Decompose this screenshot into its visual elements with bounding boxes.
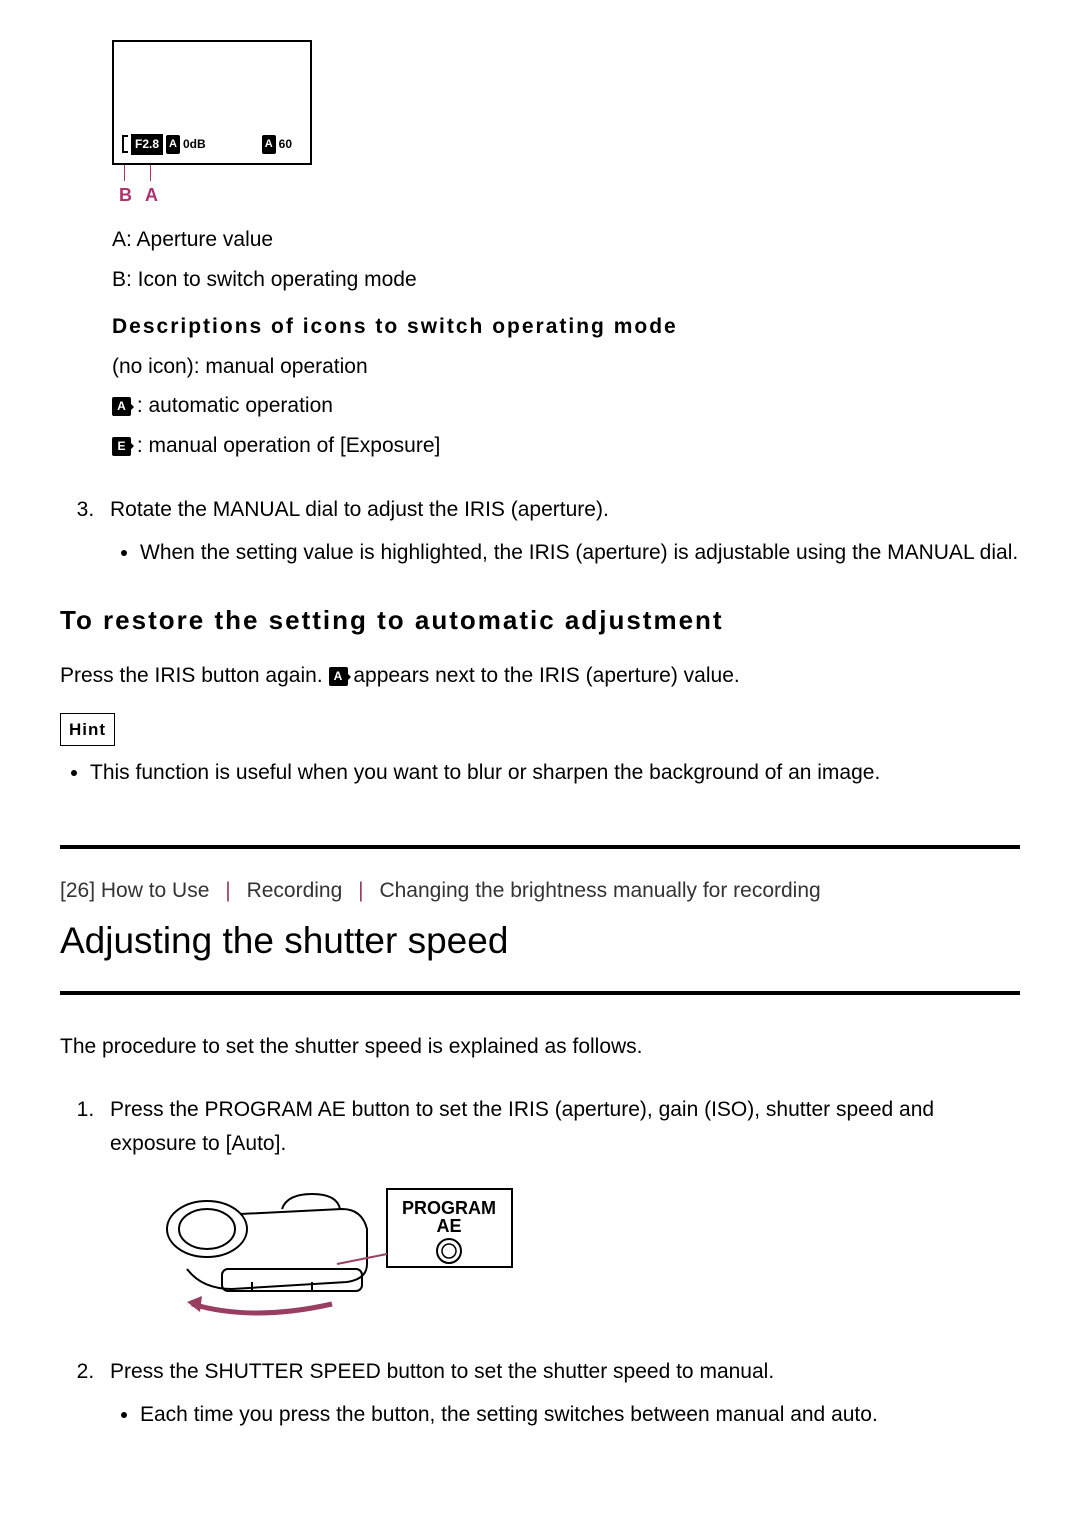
breadcrumb-sub: Changing the brightness manually for rec…	[379, 879, 820, 902]
a-icon: A	[112, 397, 131, 416]
no-icon-desc: (no icon): manual operation	[112, 350, 1020, 384]
title-divider	[60, 991, 1020, 995]
lcd-status-row: F2.8 A 0dB A 60	[122, 134, 302, 155]
e-icon: E	[112, 437, 131, 456]
restore-before: Press the IRIS button again.	[60, 664, 329, 687]
pointer-labels: B A	[112, 165, 312, 205]
exposure-icon-text: : manual operation of [Exposure]	[131, 434, 440, 457]
shutter-step-1: Press the PROGRAM AE button to set the I…	[100, 1093, 1020, 1335]
camera-illustration: PROGRAM AE	[162, 1174, 522, 1324]
lcd-screen: F2.8 A 0dB A 60	[112, 40, 312, 165]
aperture-value: F2.8	[131, 134, 163, 155]
restore-heading: To restore the setting to automatic adju…	[60, 600, 1020, 642]
shutter-step-1-text: Press the PROGRAM AE button to set the I…	[110, 1098, 934, 1155]
program-label-1: PROGRAM	[402, 1198, 496, 1218]
breadcrumb-cat: Recording	[247, 879, 343, 902]
breadcrumb-sep: |	[225, 879, 230, 902]
auto-icon-desc: A : automatic operation	[112, 389, 1020, 423]
pointer-a-label: A	[145, 181, 158, 210]
breadcrumb-num: [26] How to Use	[60, 879, 209, 902]
legend-block: A: Aperture value B: Icon to switch oper…	[112, 223, 1020, 463]
shutter-group: A 60	[259, 135, 292, 155]
program-label-2: AE	[436, 1216, 461, 1236]
hint-label-box: Hint	[60, 713, 115, 746]
auto-badge-icon: A	[166, 135, 180, 155]
shutter-steps: Press the PROGRAM AE button to set the I…	[60, 1093, 1020, 1432]
legend-a: A: Aperture value	[112, 223, 1020, 257]
step-3: Rotate the MANUAL dial to adjust the IRI…	[100, 493, 1020, 570]
pointer-b-label: B	[119, 181, 132, 210]
intro-text: The procedure to set the shutter speed i…	[60, 1030, 1020, 1064]
step-3-sublist: When the setting value is highlighted, t…	[110, 536, 1020, 570]
camera-diagram: PROGRAM AE	[162, 1174, 1020, 1335]
hint-text: This function is useful when you want to…	[90, 756, 1020, 790]
section-divider	[60, 845, 1020, 849]
pointer-line-b	[124, 165, 125, 181]
a-icon: A	[329, 667, 348, 686]
shutter-step-2-sub: Each time you press the button, the sett…	[140, 1398, 1020, 1432]
step-list-continued: Rotate the MANUAL dial to adjust the IRI…	[60, 493, 1020, 570]
legend-b: B: Icon to switch operating mode	[112, 263, 1020, 297]
auto-icon-text: : automatic operation	[131, 394, 333, 417]
shutter-step-2-sublist: Each time you press the button, the sett…	[110, 1398, 1020, 1432]
pointer-line-a	[150, 165, 151, 181]
shutter-value: 60	[279, 135, 292, 154]
lcd-diagram: F2.8 A 0dB A 60 B A	[112, 40, 1020, 205]
breadcrumb: [26] How to Use | Recording | Changing t…	[60, 874, 1020, 908]
restore-text: Press the IRIS button again. A appears n…	[60, 659, 1020, 693]
shutter-step-2: Press the SHUTTER SPEED button to set th…	[100, 1355, 1020, 1432]
shutter-step-2-text: Press the SHUTTER SPEED button to set th…	[110, 1360, 774, 1383]
step-3-sub: When the setting value is highlighted, t…	[140, 536, 1020, 570]
bracket-icon	[122, 135, 128, 153]
breadcrumb-sep: |	[358, 879, 363, 902]
gain-value: 0dB	[183, 135, 206, 154]
page-title: Adjusting the shutter speed	[60, 911, 1020, 970]
hint-list: This function is useful when you want to…	[60, 756, 1020, 790]
icons-desc-heading: Descriptions of icons to switch operatin…	[112, 310, 1020, 344]
auto-badge-icon: A	[262, 135, 276, 155]
exposure-icon-desc: E : manual operation of [Exposure]	[112, 429, 1020, 463]
step-3-text: Rotate the MANUAL dial to adjust the IRI…	[110, 498, 609, 521]
restore-after: appears next to the IRIS (aperture) valu…	[353, 664, 739, 687]
